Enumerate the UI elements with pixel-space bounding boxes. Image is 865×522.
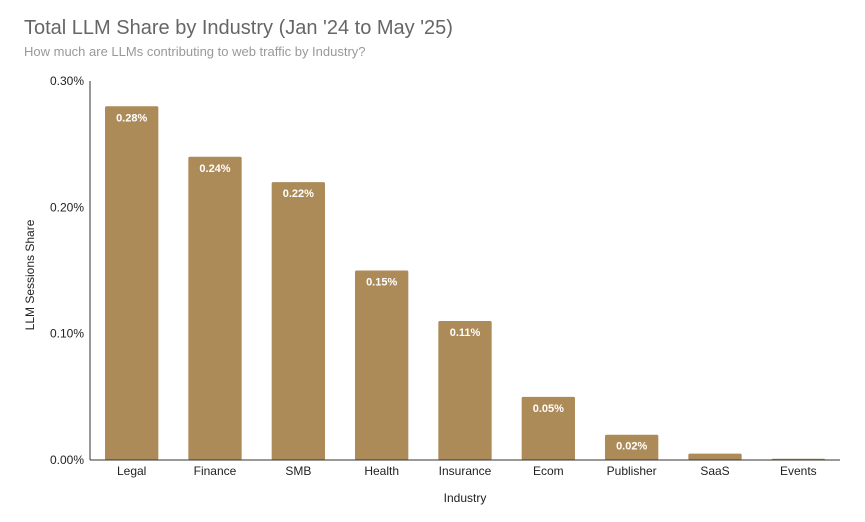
x-tick-label-health: Health xyxy=(364,464,399,478)
data-label-legal: 0.28% xyxy=(116,112,147,124)
x-tick-label-ecom: Ecom xyxy=(533,464,564,478)
chart-subtitle: How much are LLMs contributing to web tr… xyxy=(24,44,366,59)
x-tick-label-finance: Finance xyxy=(194,464,237,478)
data-label-ecom: 0.05% xyxy=(533,403,564,415)
bar-saas xyxy=(688,453,742,460)
y-tick-label: 0.20% xyxy=(50,200,84,214)
x-tick-label-events: Events xyxy=(780,464,817,478)
bar-finance xyxy=(188,156,242,461)
y-axis-title: LLM Sessions Share xyxy=(23,219,37,330)
data-label-finance: 0.24% xyxy=(199,163,230,175)
x-axis-title: Industry xyxy=(444,491,487,505)
data-label-insurance: 0.11% xyxy=(450,327,481,339)
data-label-publisher: 0.02% xyxy=(616,441,647,453)
x-tick-label-publisher: Publisher xyxy=(607,464,657,478)
x-tick-label-smb: SMB xyxy=(285,464,311,478)
bar-smb xyxy=(271,182,325,461)
data-label-smb: 0.22% xyxy=(283,188,314,200)
bar-publisher xyxy=(605,434,659,460)
y-tick-label: 0.30% xyxy=(50,74,84,88)
data-label-health: 0.15% xyxy=(366,277,397,289)
x-tick-label-saas: SaaS xyxy=(700,464,729,478)
bar-legal xyxy=(105,106,159,461)
x-tick-label-legal: Legal xyxy=(117,464,146,478)
chart-title: Total LLM Share by Industry (Jan '24 to … xyxy=(24,17,453,39)
y-tick-label: 0.00% xyxy=(50,453,84,467)
bar-health xyxy=(355,270,409,460)
bar-insurance xyxy=(438,321,492,460)
bar-ecom xyxy=(521,396,575,460)
y-tick-label: 0.10% xyxy=(50,327,84,341)
x-tick-label-insurance: Insurance xyxy=(439,464,492,478)
